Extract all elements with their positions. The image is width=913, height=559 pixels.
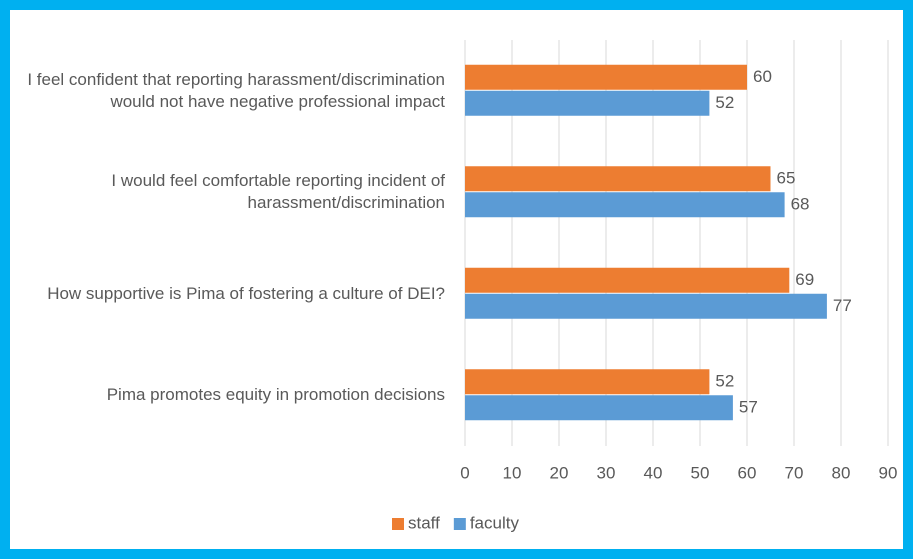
- x-tick-label: 50: [691, 463, 710, 482]
- x-tick-label: 60: [738, 463, 757, 482]
- legend-swatch: [453, 518, 466, 530]
- value-label: 69: [795, 270, 814, 289]
- category-label: Pima promotes equity in promotion decisi…: [106, 385, 445, 405]
- value-label: 57: [739, 398, 758, 417]
- value-label: 68: [791, 195, 810, 214]
- value-label: 60: [753, 67, 772, 86]
- bar: [465, 369, 710, 395]
- x-tick-label: 30: [597, 463, 616, 482]
- x-tick-label: 80: [832, 463, 851, 482]
- x-tick-label: 20: [550, 463, 569, 482]
- legend-swatch: [392, 518, 404, 530]
- category-label: I would feel comfortable reporting incid…: [111, 171, 445, 213]
- value-label: 77: [833, 296, 852, 315]
- bar: [465, 90, 710, 116]
- bar: [465, 64, 747, 90]
- legend-label: staff: [408, 513, 440, 532]
- value-label: 52: [715, 372, 734, 391]
- value-label: 52: [715, 93, 734, 112]
- x-tick-label: 0: [460, 463, 469, 482]
- bar: [465, 192, 785, 218]
- category-label: How supportive is Pima of fostering a cu…: [47, 283, 445, 303]
- x-tick-label: 40: [644, 463, 663, 482]
- bar: [465, 293, 827, 319]
- bar: [465, 166, 771, 192]
- value-label: 65: [777, 169, 796, 188]
- legend-label: faculty: [470, 513, 520, 532]
- category-label: I feel confident that reporting harassme…: [27, 69, 445, 111]
- x-tick-label: 10: [503, 463, 522, 482]
- x-tick-label: 90: [879, 463, 898, 482]
- x-tick-label: 70: [785, 463, 804, 482]
- bar: [465, 395, 733, 421]
- bar: [465, 267, 790, 293]
